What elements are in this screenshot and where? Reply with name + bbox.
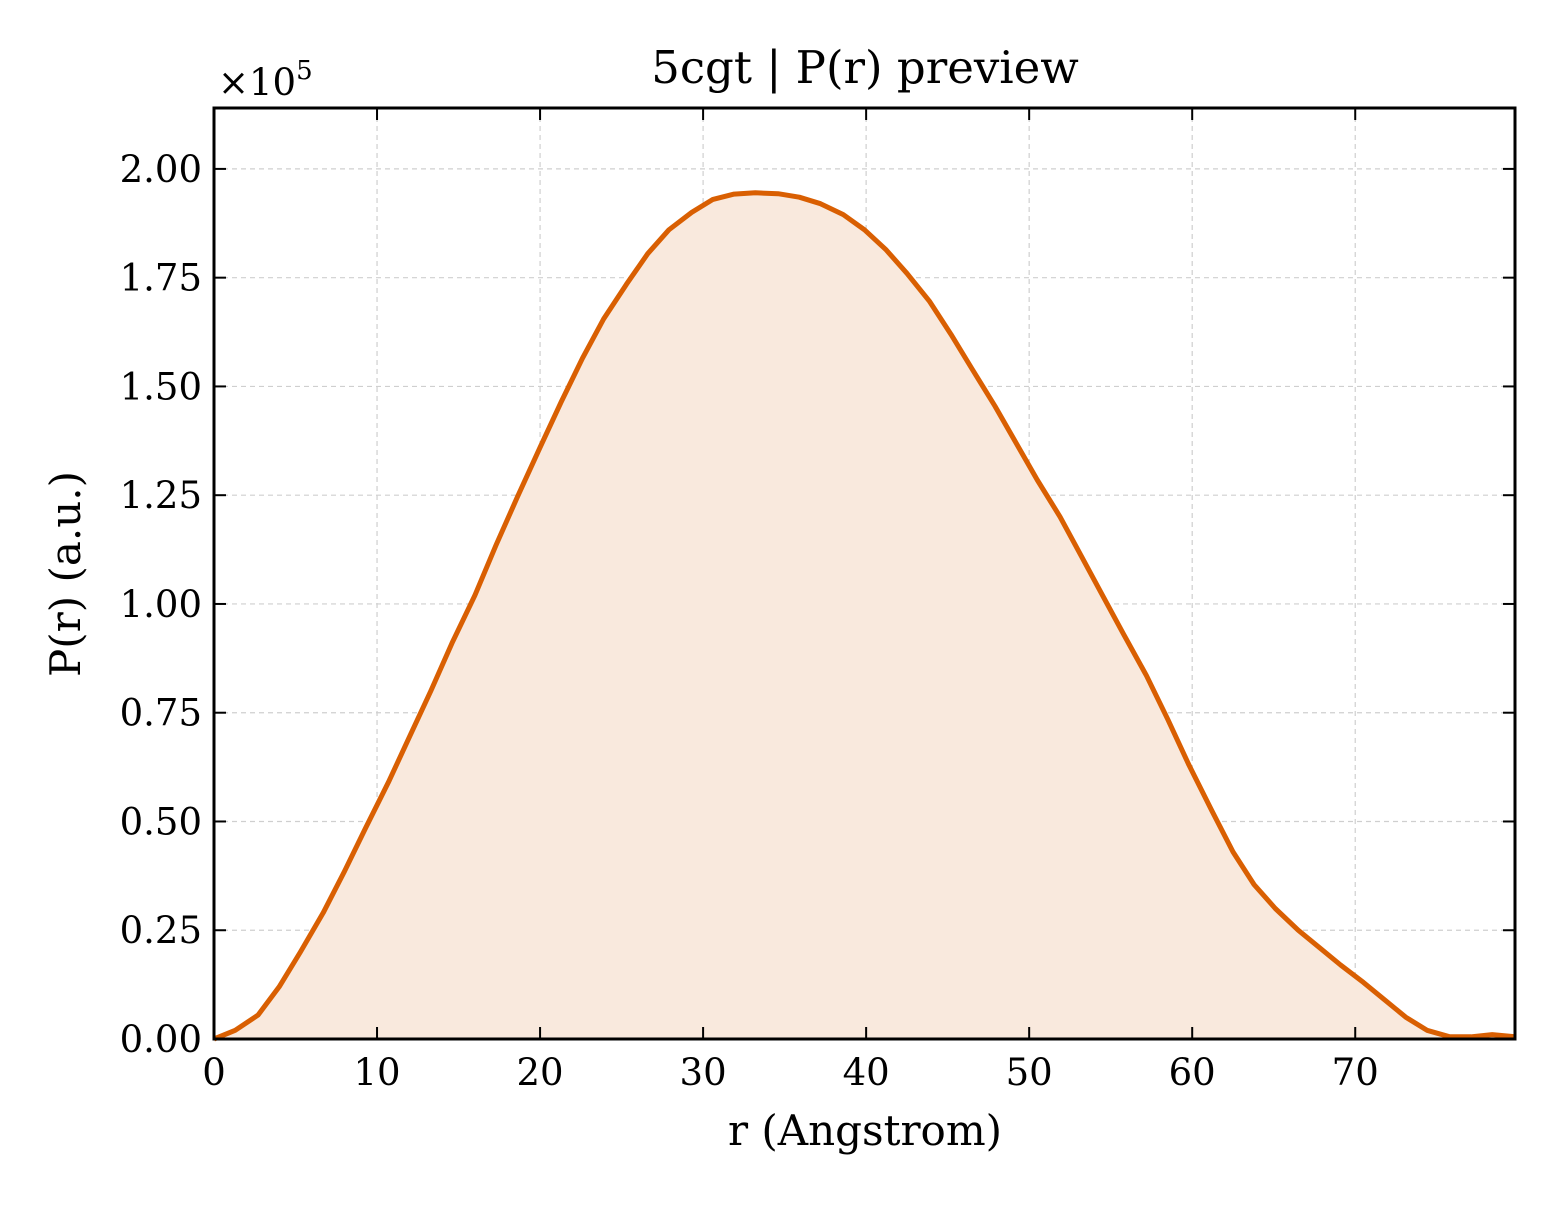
data-point: [732, 192, 737, 197]
x-tick-label: 20: [517, 1051, 564, 1094]
data-point: [321, 910, 326, 915]
data-point: [1252, 882, 1257, 887]
y-tick-label: 1.25: [120, 474, 202, 517]
x-tick-label: 40: [843, 1051, 890, 1094]
data-point: [1273, 906, 1278, 911]
data-point: [342, 869, 347, 874]
data-point: [818, 201, 823, 206]
x-tick-label: 60: [1169, 1051, 1216, 1094]
y-scale-factor: ×105: [218, 56, 313, 104]
data-point: [1058, 514, 1063, 519]
data-point: [1100, 593, 1105, 598]
y-tick-label: 0.75: [120, 692, 202, 735]
data-point: [1209, 808, 1214, 813]
data-point: [559, 399, 564, 404]
data-point: [1338, 963, 1343, 968]
data-point: [1361, 980, 1366, 985]
y-scale-multiplier: ×10: [218, 61, 296, 104]
data-point: [666, 227, 671, 232]
data-point: [233, 1028, 238, 1033]
data-point: [1403, 1015, 1408, 1020]
data-point: [1296, 928, 1301, 933]
data-point: [624, 282, 629, 287]
data-point: [1186, 762, 1191, 767]
data-point: [472, 593, 477, 598]
data-point: [992, 404, 997, 409]
data-point: [1079, 554, 1084, 559]
data-point: [1230, 849, 1235, 854]
data-point: [841, 212, 846, 217]
data-point: [363, 826, 368, 831]
data-point: [1121, 632, 1126, 637]
data-point: [1424, 1028, 1429, 1033]
data-point: [1165, 717, 1170, 722]
x-tick-label: 50: [1006, 1051, 1053, 1094]
y-axis-label: P(r) (a.u.): [41, 471, 90, 677]
data-point: [601, 316, 606, 321]
chart-title: 5cgt | P(r) preview: [651, 41, 1079, 94]
data-point: [710, 197, 715, 202]
x-axis-label: r (Angstrom): [728, 1106, 1002, 1155]
data-point: [689, 210, 694, 215]
x-tick-label: 70: [1332, 1051, 1379, 1094]
y-tick-label: 1.75: [120, 257, 202, 300]
data-point: [515, 495, 520, 500]
data-point: [580, 356, 585, 361]
data-point: [904, 271, 909, 276]
x-tick-label: 30: [680, 1051, 727, 1094]
x-tick-label: 0: [202, 1051, 226, 1094]
data-point: [797, 195, 802, 200]
x-tick-label: 10: [353, 1051, 400, 1094]
data-point: [538, 445, 543, 450]
y-scale-exponent: 5: [296, 56, 313, 86]
y-tick-label: 1.00: [120, 583, 202, 626]
data-point: [776, 191, 781, 196]
data-point: [277, 984, 282, 989]
data-point: [494, 543, 499, 548]
ticks: 0 10 20 30 40 50 60 70 0.00 0.25 0.50 0.75 1.00 1.25 1…: [120, 108, 1515, 1094]
data-point: [948, 332, 953, 337]
y-tick-label: 0.25: [120, 909, 202, 952]
data-point: [256, 1013, 261, 1018]
data-point: [862, 227, 867, 232]
data-point: [645, 251, 650, 256]
data-point: [1035, 477, 1040, 482]
data-point: [753, 190, 758, 195]
data-point: [883, 247, 888, 252]
data-point: [1144, 673, 1149, 678]
data-point: [1317, 945, 1322, 950]
data-point: [1014, 440, 1019, 445]
data-point: [927, 299, 932, 304]
data-point: [386, 780, 391, 785]
data-point: [298, 949, 303, 954]
y-tick-label: 0.50: [120, 800, 202, 843]
data-point: [1382, 997, 1387, 1002]
data-point: [450, 641, 455, 646]
data-point: [428, 688, 433, 693]
y-tick-label: 0.00: [120, 1018, 202, 1061]
y-tick-label: 1.50: [120, 365, 202, 408]
series-line: [213, 190, 1516, 1042]
area-fill: [214, 192, 1515, 1040]
data-point: [1490, 1032, 1495, 1037]
plot-frame: [212, 106, 1517, 1041]
data-point: [407, 734, 412, 739]
y-tick-label: 2.00: [120, 148, 202, 191]
data-point: [970, 367, 975, 372]
